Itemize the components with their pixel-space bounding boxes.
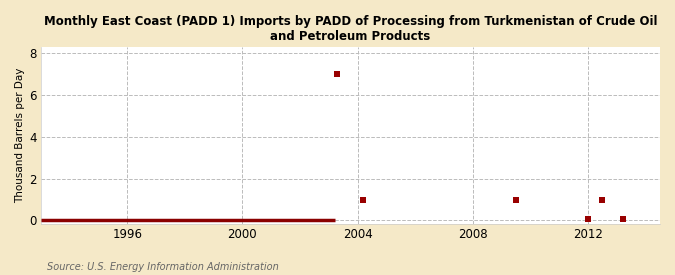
Y-axis label: Thousand Barrels per Day: Thousand Barrels per Day bbox=[15, 68, 25, 203]
Point bbox=[358, 197, 369, 202]
Title: Monthly East Coast (PADD 1) Imports by PADD of Processing from Turkmenistan of C: Monthly East Coast (PADD 1) Imports by P… bbox=[44, 15, 657, 43]
Point bbox=[617, 217, 628, 222]
Point bbox=[583, 217, 593, 222]
Text: Source: U.S. Energy Information Administration: Source: U.S. Energy Information Administ… bbox=[47, 262, 279, 272]
Point bbox=[510, 197, 521, 202]
Point bbox=[332, 72, 343, 76]
Point bbox=[597, 197, 608, 202]
